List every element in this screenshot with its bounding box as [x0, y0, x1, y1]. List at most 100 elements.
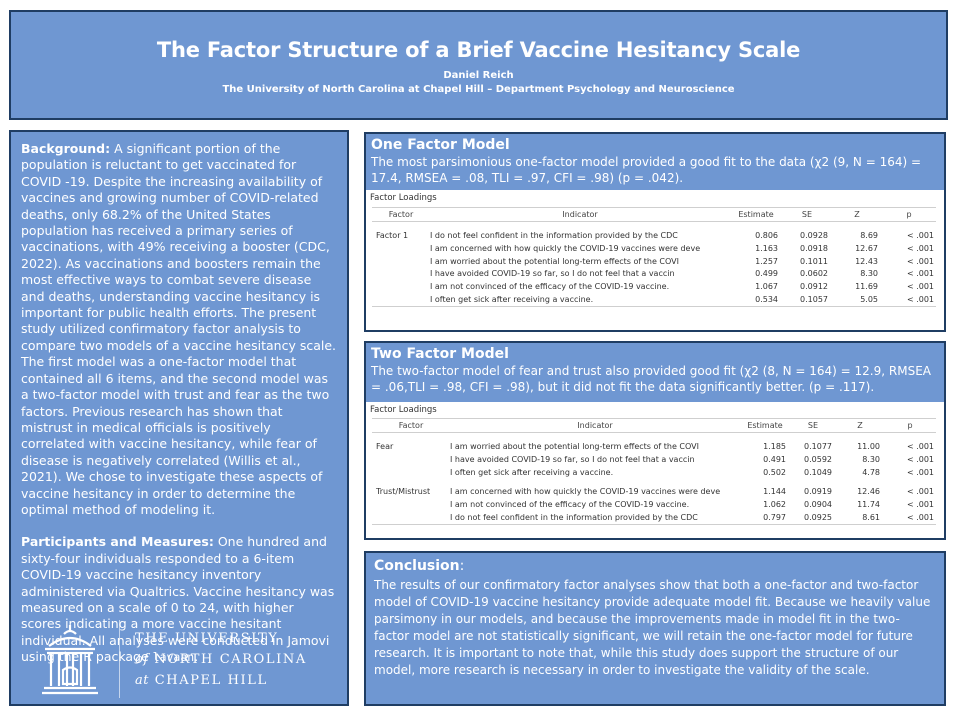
cell-estimate: 1.067: [755, 282, 778, 292]
table-row: I have avoided COVID-19 so far, so I do …: [372, 453, 936, 466]
cell-p: < .001: [906, 467, 934, 477]
logo-divider: [119, 620, 120, 698]
cell-estimate: 1.163: [755, 243, 778, 253]
cell-estimate: 0.534: [730, 293, 782, 307]
cell-indicator: I am not convinced of the efficacy of th…: [450, 500, 690, 510]
column-header-indicator: Indicator: [450, 418, 740, 433]
cell-z: 8.30: [862, 454, 880, 464]
background-body: A significant portion of the population …: [21, 141, 336, 517]
university-logo: THE UNIVERSITY of NORTH CAROLINA at CHAP…: [29, 620, 339, 700]
cell-z: 12.46: [857, 487, 880, 497]
cell-factor: [372, 280, 430, 293]
cell-p: < .001: [906, 269, 934, 279]
logo-line-2: of NORTH CAROLINA: [135, 649, 307, 670]
cell-p: < .001: [906, 454, 934, 464]
column-header-p: p: [884, 418, 936, 433]
cell-indicator: I am concerned with how quickly the COVI…: [450, 487, 721, 497]
cell-factor: Fear: [376, 442, 394, 451]
cell-se: 0.0925: [790, 511, 836, 525]
cell-factor: [372, 242, 430, 255]
cell-estimate: 0.499: [755, 269, 778, 279]
cell-se: 0.0919: [804, 487, 832, 497]
table-body: Factor 1 I do not feel confident in the i…: [372, 222, 936, 307]
cell-z: 4.78: [862, 467, 880, 477]
cell-indicator: I have avoided COVID-19 so far, so I do …: [450, 454, 695, 464]
cell-factor: [372, 293, 430, 307]
cell-factor: [372, 498, 450, 511]
cell-estimate: 1.185: [763, 442, 786, 451]
cell-estimate: 0.491: [763, 454, 786, 464]
table-row: Trust/Mistrust I am concerned with how qu…: [372, 478, 936, 498]
cell-z: 11.00: [857, 442, 880, 451]
cell-estimate: 0.806: [755, 231, 778, 240]
background-heading: Background:: [21, 141, 111, 156]
conclusion-title-text: Conclusion: [374, 558, 460, 574]
conclusion-text: The results of our confirmatory factor a…: [374, 578, 931, 677]
cell-se: 0.1077: [804, 442, 832, 451]
cell-z: 8.61: [836, 511, 884, 525]
two-factor-panel: Two Factor Model The two-factor model of…: [364, 341, 946, 540]
logo-line-2-prefix: of: [135, 652, 149, 667]
cell-se: 0.0928: [800, 231, 828, 240]
poster-title: The Factor Structure of a Brief Vaccine …: [156, 38, 801, 62]
cell-indicator: I am worried about the potential long-te…: [430, 256, 680, 266]
cell-z: 11.69: [855, 282, 878, 292]
cell-factor: Factor 1: [376, 231, 409, 240]
column-header-z: Z: [836, 418, 884, 433]
background-text-block: Background: A significant portion of the…: [11, 132, 347, 666]
two-factor-table-caption: Factor Loadings: [370, 405, 437, 415]
old-well-icon: [42, 625, 98, 695]
cell-estimate: 0.502: [763, 467, 786, 477]
table-row: I often get sick after receiving a vacci…: [372, 293, 936, 307]
cell-estimate: 1.257: [755, 256, 778, 266]
cell-z: 5.05: [832, 293, 882, 307]
cell-p: < .001: [906, 500, 934, 510]
column-header-p: p: [882, 207, 936, 222]
table-row: I do not feel confident in the informati…: [372, 511, 936, 525]
cell-p: < .001: [884, 511, 936, 525]
package-name: lavaan: [152, 650, 195, 665]
table-row: I am concerned with how quickly the COVI…: [372, 242, 936, 255]
cell-se: 0.0602: [800, 269, 828, 279]
column-header-se: SE: [782, 207, 832, 222]
affiliation: The University of North Carolina at Chap…: [222, 84, 735, 95]
cell-estimate: 1.062: [763, 500, 786, 510]
two-factor-title: Two Factor Model: [371, 346, 509, 362]
cell-factor: [372, 466, 450, 479]
cell-p: < .001: [906, 282, 934, 292]
cell-estimate: 0.797: [740, 511, 790, 525]
cell-factor: Trust/Mistrust: [376, 487, 431, 497]
cell-indicator: I do not feel confident in the informati…: [430, 231, 678, 240]
cell-z: 8.69: [860, 231, 878, 240]
table-row: I am not convinced of the efficacy of th…: [372, 498, 936, 511]
table-row: I often get sick after receiving a vacci…: [372, 466, 936, 479]
column-header-estimate: Estimate: [740, 418, 790, 433]
cell-p: < .001: [906, 442, 934, 451]
table-row: I am worried about the potential long-te…: [372, 255, 936, 268]
column-header-se: SE: [790, 418, 836, 433]
cell-indicator: I have avoided COVID-19 so far, so I do …: [430, 269, 675, 279]
university-name: THE UNIVERSITY of NORTH CAROLINA at CHAP…: [135, 628, 307, 691]
column-header-factor: Factor: [372, 207, 430, 222]
cell-se: 0.1049: [804, 467, 832, 477]
table-row: I am not convinced of the efficacy of th…: [372, 280, 936, 293]
background-panel: Background: A significant portion of the…: [9, 130, 349, 706]
one-factor-table-caption: Factor Loadings: [370, 193, 437, 203]
cell-se: 0.0592: [804, 454, 832, 464]
cell-indicator: I do not feel confident in the informati…: [450, 511, 740, 525]
cell-z: 11.74: [857, 500, 880, 510]
two-factor-description: The two-factor model of fear and trust a…: [371, 364, 931, 394]
table-row: Fear I am worried about the potential lon…: [372, 433, 936, 453]
cell-se: 0.0904: [804, 500, 832, 510]
cell-z: 12.67: [855, 243, 878, 253]
cell-p: < .001: [906, 243, 934, 253]
column-header-factor: Factor: [372, 418, 450, 433]
cell-factor: [372, 267, 430, 280]
cell-z: 8.30: [860, 269, 878, 279]
cell-indicator: I am concerned with how quickly the COVI…: [430, 243, 701, 253]
one-factor-title: One Factor Model: [371, 137, 510, 153]
cell-se: 0.1011: [800, 256, 828, 266]
participants-end: .: [194, 649, 199, 665]
